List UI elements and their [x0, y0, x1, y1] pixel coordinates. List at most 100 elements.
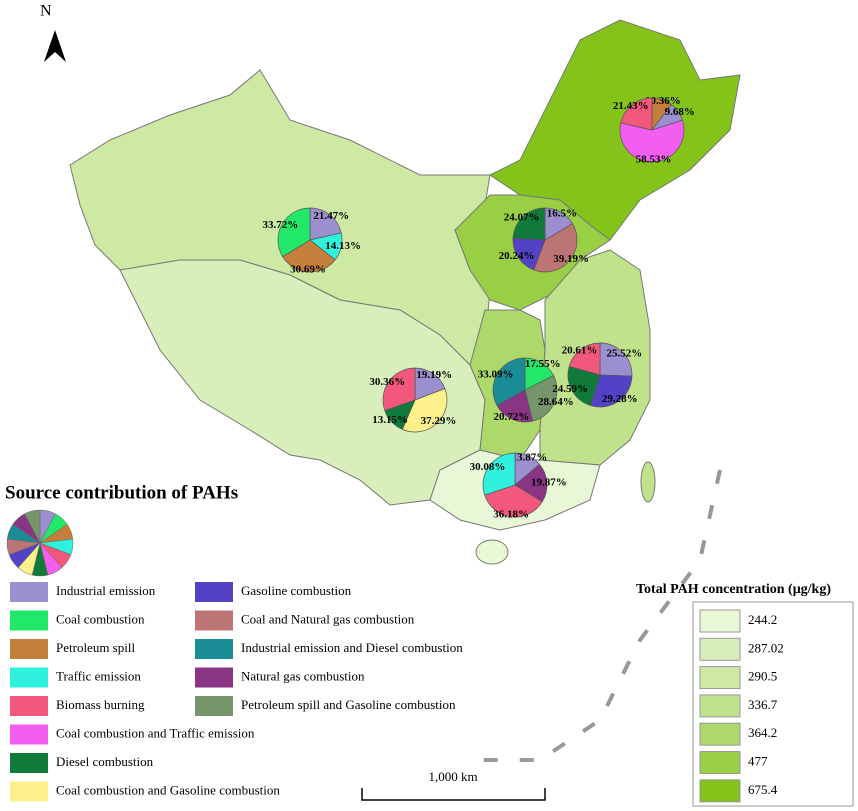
legend-label: Petroleum spill and Gasoline combustion — [241, 697, 456, 712]
pie-label: 19.87% — [531, 476, 567, 488]
pie-slice — [514, 463, 548, 503]
pie-slice — [484, 484, 543, 518]
pie-label: 25.52% — [607, 348, 643, 360]
legend-label: Diesel combustion — [56, 754, 154, 769]
legend-swatch — [10, 667, 48, 688]
pie-slice — [619, 119, 685, 163]
concentration-swatch — [699, 722, 741, 746]
legend-swatch — [195, 639, 233, 659]
pie-label: 9.68% — [665, 106, 695, 118]
legend-label: Gasoline combustion — [241, 583, 352, 598]
pie-label: 17.55% — [525, 358, 561, 370]
concentration-title: Total PAH concentration (μg/kg) — [636, 582, 831, 597]
pie-slice — [512, 207, 546, 241]
legend-title: Source contribution of PAHs — [5, 482, 238, 503]
north-arrow — [44, 30, 66, 62]
pie-slice — [309, 207, 342, 241]
pie-label: 30.69% — [290, 263, 326, 275]
pie-label: 21.43% — [613, 100, 649, 112]
pie-label: 30.08% — [470, 461, 506, 473]
pie-slice — [599, 342, 633, 377]
pie-label: 10.36% — [645, 95, 681, 107]
pie-label: 24.59% — [552, 383, 588, 395]
legend-swatch — [195, 610, 233, 631]
concentration-label: 287.02 — [748, 640, 784, 655]
pie-label: 19.19% — [416, 369, 452, 381]
island — [640, 461, 656, 503]
legend-pie — [6, 509, 74, 577]
pie-label: 20.61% — [562, 345, 598, 357]
pie-slice — [533, 223, 578, 273]
concentration-label: 244.2 — [748, 612, 777, 627]
pie-slice — [277, 207, 311, 258]
pie-label: 58.53% — [636, 154, 672, 166]
pie-label: 24.07% — [504, 212, 540, 224]
pie-slice — [567, 365, 601, 406]
pie-label: 21.47% — [313, 210, 349, 222]
legend-label: Biomass burning — [56, 697, 145, 712]
pie-label: 30.36% — [369, 376, 405, 388]
pie-label: 39.19% — [553, 253, 589, 265]
scale-bar — [361, 788, 546, 801]
pie-label: 20.24% — [499, 250, 535, 262]
pie-label: 13.15% — [372, 414, 408, 426]
concentration-label: 336.7 — [748, 697, 778, 712]
legend-label: Coal combustion and Gasoline combustion — [56, 782, 280, 797]
pie-slice — [482, 452, 516, 496]
legend-swatch — [10, 781, 48, 802]
concentration-swatch — [699, 694, 741, 718]
concentration-box — [692, 601, 854, 807]
legend-label: Natural gas combustion — [241, 668, 365, 683]
legend-label: Traffic emission — [56, 668, 141, 683]
legend-label: Coal and Natural gas combustion — [241, 611, 415, 626]
island — [475, 539, 509, 565]
legend-swatch — [195, 582, 233, 602]
north-label: N — [40, 3, 52, 20]
pie-label: 36.18% — [493, 508, 529, 520]
pie-slice — [512, 237, 546, 271]
pie-label: 29.28% — [602, 393, 638, 405]
pie-slice — [492, 357, 526, 407]
legend-label: Coal combustion and Traffic emission — [56, 725, 255, 740]
concentration-swatch — [699, 609, 741, 633]
scale-label: 1,000 km — [428, 769, 477, 784]
legend-swatch — [195, 696, 233, 716]
boundary-dash — [470, 469, 722, 762]
legend-swatch — [10, 610, 48, 631]
pie-slice — [496, 389, 534, 423]
pie-slice — [401, 388, 448, 433]
pie-label: 13.87% — [511, 451, 547, 463]
legend-label: Coal combustion — [56, 611, 145, 626]
pie-label: 28.64% — [538, 396, 574, 408]
pie-slice — [282, 239, 336, 273]
legend-swatch — [10, 724, 48, 745]
legend-swatch — [10, 753, 48, 773]
legend-label: Industrial emission — [56, 583, 156, 598]
pie-label: 33.72% — [262, 219, 298, 231]
pie-label: 37.29% — [421, 415, 457, 427]
pie-slice — [382, 367, 416, 412]
concentration-swatch — [699, 637, 741, 661]
pie-label: 16.5% — [547, 207, 577, 219]
pie-slice — [590, 374, 633, 408]
pie-label: 33.09% — [478, 368, 514, 380]
concentration-label: 675.4 — [748, 782, 778, 797]
pie-slice — [620, 97, 653, 131]
concentration-label: 290.5 — [748, 669, 777, 684]
legend-pie-slice — [24, 509, 41, 544]
concentration-swatch — [699, 666, 741, 690]
legend-label: Industrial emission and Diesel combustio… — [241, 640, 463, 655]
pie-label: 14.13% — [325, 240, 361, 252]
pie-slice — [524, 375, 558, 422]
pie-slice — [414, 367, 446, 401]
legend-swatch — [195, 667, 233, 688]
concentration-swatch — [699, 779, 741, 803]
legend-swatch — [10, 639, 48, 659]
legend-swatch — [10, 696, 48, 716]
pie-label: 20.72% — [494, 411, 530, 423]
legend-label: Petroleum spill — [56, 640, 135, 655]
legend-swatch — [10, 582, 48, 602]
concentration-swatch — [699, 751, 741, 774]
pie-slice — [568, 342, 601, 376]
